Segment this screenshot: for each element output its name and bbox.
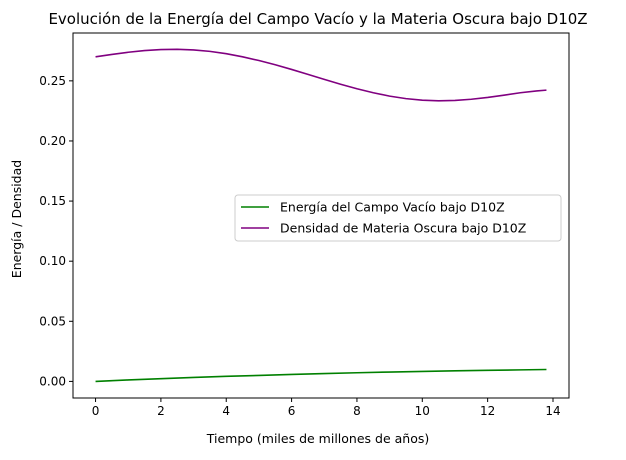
y-tick-label: 0.10 xyxy=(39,254,66,268)
y-axis-label: Energía / Densidad xyxy=(9,160,24,278)
y-tick-label: 0.15 xyxy=(39,194,66,208)
x-tick-label: 10 xyxy=(415,404,430,418)
x-tick-label: 14 xyxy=(545,404,560,418)
legend-label-2: Densidad de Materia Oscura bajo D10Z xyxy=(280,221,526,236)
x-tick-label: 6 xyxy=(288,404,296,418)
y-tick-label: 0.25 xyxy=(39,74,66,88)
x-tick-label: 0 xyxy=(92,404,100,418)
legend-label-1: Energía del Campo Vacío bajo D10Z xyxy=(280,200,505,215)
x-tick-label: 2 xyxy=(157,404,165,418)
y-tick-label: 0.05 xyxy=(39,314,66,328)
series-line-1 xyxy=(95,368,547,383)
legend: Energía del Campo Vacío bajo D10Z Densida… xyxy=(234,194,562,242)
y-tick-label: 0.00 xyxy=(39,374,66,388)
y-tick-label: 0.20 xyxy=(39,134,66,148)
x-tick-label: 8 xyxy=(353,404,361,418)
plot-frame xyxy=(72,32,570,399)
x-axis-label: Tiempo (miles de millones de años) xyxy=(206,431,429,446)
x-tick-label: 12 xyxy=(480,404,495,418)
series-line-2 xyxy=(95,48,547,102)
x-tick-label: 4 xyxy=(222,404,230,418)
chart-title: Evolución de la Energía del Campo Vacío … xyxy=(48,10,587,28)
legend-box xyxy=(234,194,562,242)
